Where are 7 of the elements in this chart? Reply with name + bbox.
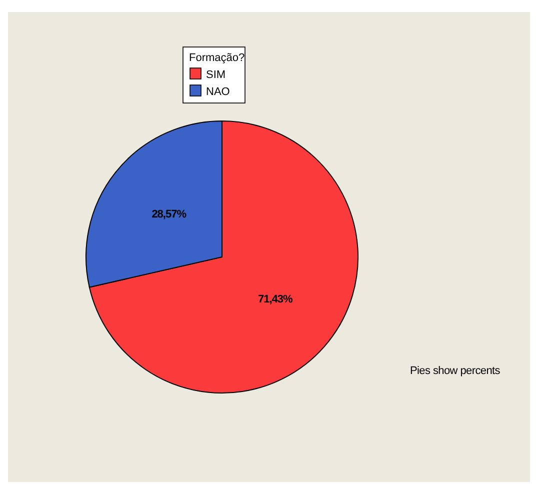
legend-label: SIM xyxy=(206,69,226,81)
data-label: 71,43% xyxy=(258,293,294,306)
text: Pies show percents xyxy=(410,365,501,377)
legend-title: Formação? xyxy=(189,52,245,64)
legend-label: NAO xyxy=(206,86,230,98)
data-label: 28,57% xyxy=(152,208,187,221)
pie-slice xyxy=(88,120,358,394)
